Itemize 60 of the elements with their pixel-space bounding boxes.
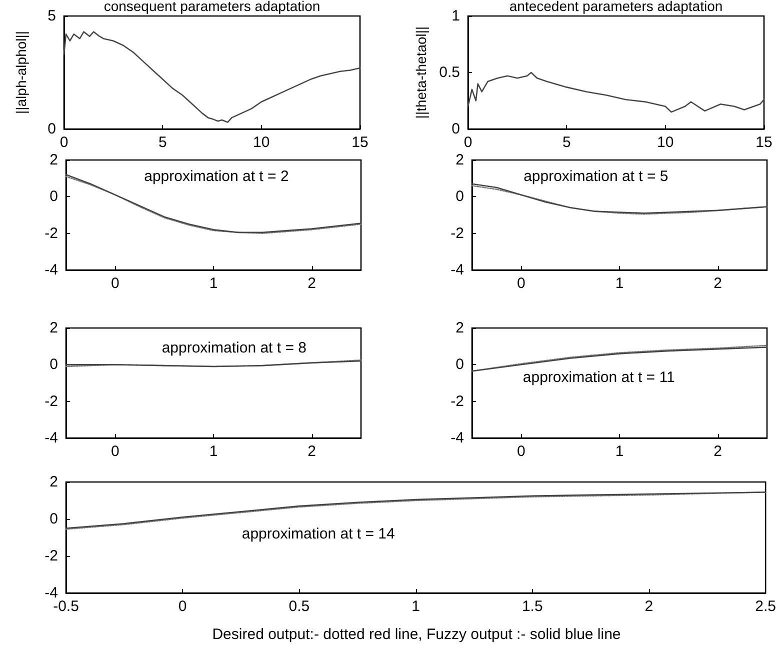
x-tick-label: 0 — [110, 443, 120, 460]
annotation: approximation at t = 5 — [524, 168, 668, 185]
x-tick-label: 1 — [615, 443, 624, 460]
y-tick-label: 0 — [456, 356, 464, 374]
y-tick-label: 1 — [452, 8, 460, 24]
annotation: approximation at t = 11 — [522, 369, 675, 386]
x-tick-label: 15 — [756, 134, 772, 151]
y-tick-label: 5 — [48, 8, 56, 24]
x-tick-label: 5 — [562, 134, 571, 151]
y-tick-label: -4 — [450, 262, 464, 278]
x-tick-label: 1 — [209, 443, 218, 460]
x-tick-label: 2 — [308, 275, 316, 292]
x-tick-label: 10 — [252, 134, 270, 151]
y-axis-title: ||theta-thetaol|| — [413, 26, 430, 119]
y-tick-label: 0 — [50, 188, 58, 206]
y-tick-label: 2 — [50, 474, 58, 490]
y-tick-label: -2 — [44, 548, 58, 564]
x-tick-label: 1 — [615, 275, 624, 292]
y-tick-label: -2 — [44, 392, 58, 410]
x-tick-label: 2 — [714, 275, 722, 292]
y-tick-label: -2 — [44, 224, 58, 242]
y-tick-label: 0 — [456, 188, 464, 206]
x-tick-label: 2.5 — [755, 598, 776, 615]
x-tick-label: 0.5 — [288, 598, 310, 615]
x-tick-label: 0 — [110, 275, 120, 292]
y-tick-label: -4 — [450, 430, 464, 446]
x-tick-label: 0 — [516, 443, 526, 460]
y-tick-label: 0 — [48, 120, 56, 138]
annotation: approximation at t = 8 — [162, 339, 306, 356]
y-tick-label: 2 — [50, 152, 58, 168]
y-tick-label: 2 — [456, 320, 464, 336]
line-series — [63, 31, 361, 123]
y-tick-label: -4 — [44, 430, 58, 446]
chart-title: antecedent parameters adaptation — [509, 0, 723, 14]
y-tick-label: -2 — [450, 392, 464, 410]
line-series — [467, 72, 765, 113]
x-tick-label: 0 — [516, 275, 526, 292]
x-axis-title: Desired output:- dotted red line, Fuzzy output :- solid blue line — [212, 626, 621, 643]
x-tick-label: 1.5 — [522, 598, 543, 615]
chart-title: consequent parameters adaptation — [104, 0, 320, 14]
annotation: approximation at t = 2 — [144, 168, 289, 185]
y-tick-label: -2 — [450, 224, 464, 242]
x-tick-label: 10 — [656, 134, 674, 151]
x-tick-label: 1 — [209, 275, 218, 292]
x-tick-label: 2 — [714, 443, 722, 460]
y-tick-label: 2 — [456, 152, 464, 168]
y-tick-label: 0 — [50, 356, 58, 374]
y-axis-title: ||alph-alphol|| — [13, 30, 29, 114]
x-tick-label: 15 — [352, 134, 368, 151]
y-tick-label: -4 — [44, 262, 58, 278]
y-tick-label: 0 — [50, 510, 58, 528]
x-tick-label: 1 — [412, 598, 420, 615]
y-tick-label: 0.5 — [439, 64, 460, 81]
x-tick-label: 2 — [644, 598, 654, 615]
x-tick-label: 0 — [178, 598, 187, 615]
annotation: approximation at t = 14 — [242, 526, 395, 543]
y-tick-label: 2 — [50, 320, 58, 336]
x-tick-label: 2 — [308, 443, 316, 460]
x-tick-label: 5 — [158, 134, 167, 151]
y-tick-label: 0 — [452, 120, 460, 138]
